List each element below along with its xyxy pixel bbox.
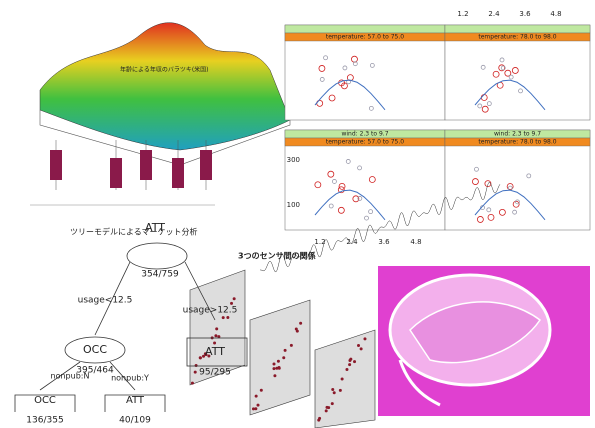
- point: [260, 389, 263, 392]
- point: [341, 377, 344, 380]
- point: [277, 360, 280, 363]
- point: [215, 327, 218, 330]
- tree-label: OCC: [83, 343, 107, 356]
- bottom-tick-label: 4.8: [410, 238, 421, 246]
- tree-label: usage>12.5: [183, 306, 238, 316]
- point: [191, 382, 194, 385]
- tree-caption: ツリーモデルによるマーケット分析: [70, 227, 197, 237]
- point: [331, 388, 334, 391]
- tree-label: ATT: [145, 221, 165, 234]
- point: [233, 297, 236, 300]
- tree-label: usage<12.5: [78, 296, 133, 306]
- strip-label: wind: 2.3 to 9.7: [341, 131, 388, 138]
- strip-label: temperature: 57.0 to 75.0: [326, 139, 404, 146]
- strip-label: temperature: 78.0 to 98.0: [478, 139, 556, 146]
- point: [284, 349, 287, 352]
- point: [363, 337, 366, 340]
- point: [255, 395, 258, 398]
- top-tick-label: 3.6: [519, 10, 531, 18]
- bottom-tick-label: 3.6: [378, 238, 390, 246]
- point: [230, 302, 233, 305]
- tree-label: 95/295: [199, 368, 231, 378]
- point: [199, 356, 202, 359]
- left-tick-label: 100: [287, 201, 300, 209]
- point: [290, 344, 293, 347]
- point: [331, 402, 334, 405]
- tree-label: OCC: [34, 395, 56, 406]
- coplot: temperature: 57.0 to 75.0 temperature: 78…: [285, 10, 590, 246]
- point: [348, 363, 351, 366]
- strip: [445, 25, 590, 33]
- point: [325, 409, 328, 412]
- tree-label: 136/355: [26, 416, 63, 426]
- strip: [285, 25, 445, 33]
- point: [339, 389, 342, 392]
- brain-image: [378, 266, 590, 416]
- box: [110, 158, 122, 188]
- point: [278, 367, 281, 370]
- strip-label: temperature: 57.0 to 75.0: [326, 34, 404, 41]
- point: [327, 406, 330, 409]
- point: [282, 356, 285, 359]
- strip-label: wind: 2.3 to 9.7: [494, 131, 541, 138]
- surface-title: 年齢による年収のバラツキ(米国): [120, 66, 209, 74]
- tree-label: 40/109: [119, 416, 151, 426]
- point: [226, 316, 229, 319]
- box-plots: [30, 140, 215, 205]
- point: [195, 364, 198, 367]
- point: [360, 347, 363, 350]
- tree-label: ATT: [126, 395, 145, 406]
- page: {"surface_title": "年齢による年収のバラツキ(米国)", "t…: [0, 0, 595, 428]
- point: [353, 360, 356, 363]
- top-tick-label: 1.2: [457, 10, 468, 18]
- point: [214, 334, 217, 337]
- left-tick-label: 300: [287, 156, 300, 164]
- top-tick-label: 2.4: [488, 10, 500, 18]
- tree-label: nonpub:Y: [111, 374, 149, 383]
- point: [349, 358, 352, 361]
- point: [345, 368, 348, 371]
- point: [194, 371, 197, 374]
- tree-label: 354/759: [141, 270, 179, 280]
- point: [273, 374, 276, 377]
- tree-label: nonpub:N: [51, 372, 90, 381]
- box: [140, 150, 152, 180]
- tree-label: ATT: [205, 345, 225, 358]
- point: [252, 407, 255, 410]
- box: [50, 150, 62, 180]
- box: [172, 158, 184, 188]
- strip-label: temperature: 78.0 to 98.0: [478, 34, 556, 41]
- box: [200, 150, 212, 180]
- point: [299, 322, 302, 325]
- point: [213, 341, 216, 344]
- point: [333, 391, 336, 394]
- surface-plot: 年齢による年収のバラツキ(米国): [40, 23, 290, 165]
- top-tick-label: 4.8: [550, 10, 561, 18]
- point: [257, 404, 260, 407]
- point: [222, 316, 225, 319]
- sensor-caption: 3つのセンサ間の関係: [238, 251, 316, 261]
- collage: 年齢による年収のバラツキ(米国) ツリーモデルによるマーケット分析 temper…: [0, 0, 595, 428]
- point: [272, 367, 275, 370]
- point: [317, 419, 320, 422]
- point: [357, 344, 360, 347]
- point: [295, 327, 298, 330]
- bottom-tick-label: 1.2: [314, 238, 325, 246]
- point: [273, 363, 276, 366]
